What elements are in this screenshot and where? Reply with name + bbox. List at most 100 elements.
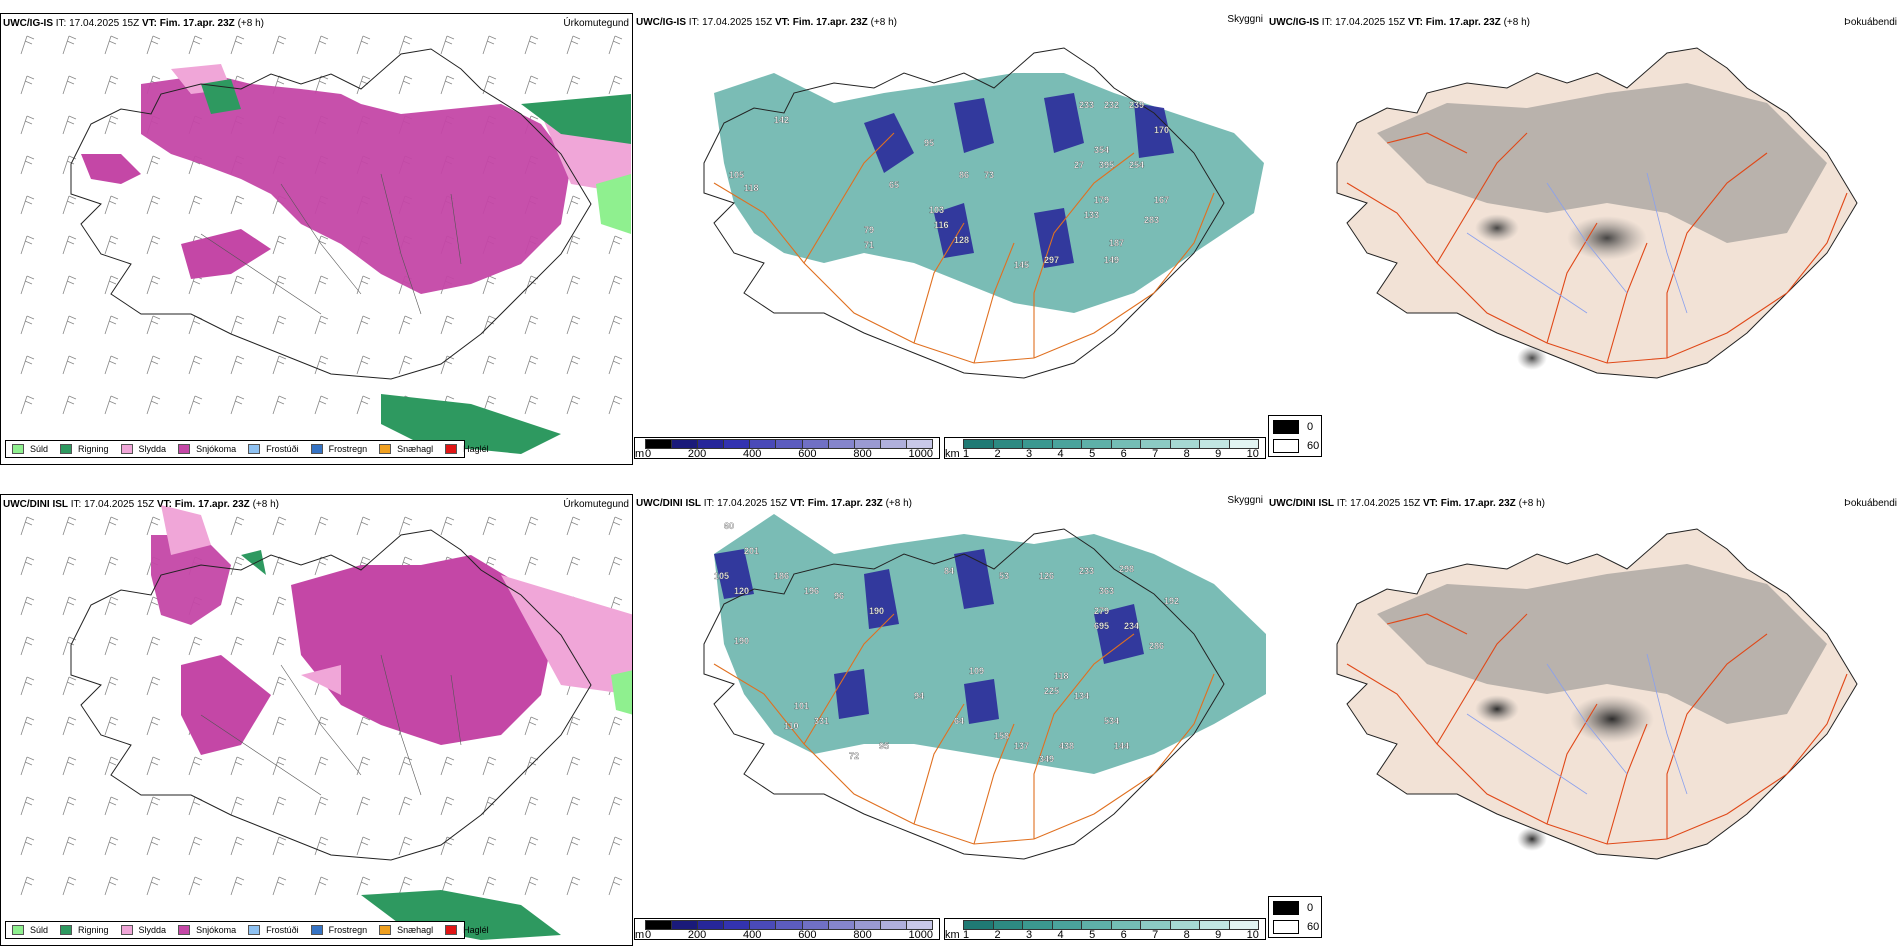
ceiling-label: 234 — [1124, 621, 1139, 631]
it-label: IT: — [688, 17, 700, 28]
wind-barb — [146, 235, 161, 255]
legend-item: Snjókoma — [178, 444, 236, 454]
wind-barb — [314, 876, 329, 896]
legend-item: Haglél — [445, 444, 489, 454]
wind-barb — [104, 195, 119, 215]
wind-barb — [482, 355, 497, 375]
colorbar-cell — [724, 440, 751, 448]
wind-barb — [314, 355, 329, 375]
wind-barb — [20, 155, 35, 175]
wind-barb — [62, 235, 77, 255]
panel-title: Skyggni — [1227, 14, 1263, 25]
it-value: 17.04.2025 15Z — [1350, 498, 1421, 509]
fog-panel-top: UWC/IG-IS IT: 17.04.2025 15Z VT: Fim. 17… — [1267, 13, 1900, 465]
colorbar-tick: 200 — [687, 448, 707, 460]
ceiling-label: 187 — [1109, 238, 1124, 248]
legend-swatch — [379, 925, 392, 935]
lead-time: (+8 h) — [885, 498, 912, 509]
river-lines — [200, 173, 462, 315]
wind-barb — [188, 836, 203, 856]
colorbar-tick: 7 — [1152, 448, 1159, 460]
wind-barb — [608, 275, 623, 295]
colorbar-tick: 9 — [1215, 448, 1222, 460]
colorbar-tick: 800 — [853, 448, 872, 460]
ceiling-label: 201 — [744, 546, 759, 556]
ceiling-label: 116 — [934, 220, 949, 230]
wind-barb — [608, 876, 623, 896]
river-lines — [1466, 172, 1688, 314]
ceiling-label: 105 — [729, 170, 744, 180]
precip-drizzle-area — [611, 670, 632, 715]
colorbar-tick: 5 — [1089, 448, 1096, 460]
wind-barb — [230, 195, 245, 215]
legend-swatch — [248, 925, 261, 935]
legend-swatch — [120, 444, 133, 454]
colorbar-cell — [1229, 921, 1258, 929]
wind-barb — [524, 876, 539, 896]
wind-barb — [62, 596, 77, 616]
cloud-panel-bottom: 60 201 105 120 186 190 196 96 190 84 53 … — [634, 494, 1266, 946]
legend-item: Snæhagl — [379, 444, 433, 454]
precip-panel-bottom: UWC/DINI ISL IT: 17.04.2025 15Z VT: Fim.… — [0, 494, 633, 946]
wind-barb — [608, 235, 623, 255]
wind-barb — [20, 676, 35, 696]
ceiling-label: 95 — [924, 138, 934, 148]
colorbar-cell — [1141, 440, 1171, 448]
wind-barb — [482, 35, 497, 55]
precip-snow-area — [141, 74, 571, 294]
colorbar-tick: 200 — [687, 929, 707, 941]
colorbar-cells — [645, 920, 933, 930]
legend-swatch — [12, 444, 24, 454]
colorbar-cell — [1200, 440, 1230, 448]
colorbar-tick: 400 — [743, 448, 762, 460]
wind-barb — [20, 35, 35, 55]
colorbar-tick: 0 — [645, 448, 652, 460]
wind-barb — [566, 195, 581, 215]
wind-barb — [146, 315, 161, 335]
wind-barb — [398, 836, 413, 856]
colorbar-cell — [750, 440, 777, 448]
it-label: IT: — [1336, 498, 1348, 509]
precip-map-bottom — [20, 505, 632, 940]
wind-barb — [20, 315, 35, 335]
wind-barb — [356, 75, 371, 95]
ceiling-label: 105 — [714, 571, 729, 581]
wind-barb — [146, 676, 161, 696]
colorbar-meters: m 0 200 400 600 800 1000 — [634, 918, 940, 941]
colorbar-tick: 600 — [798, 448, 817, 460]
road-network — [1346, 613, 1848, 845]
wind-barb — [104, 315, 119, 335]
vt-label: VT: — [156, 499, 172, 510]
precip-rain-area — [201, 79, 631, 454]
colorbar-cell — [1141, 921, 1171, 929]
fog-shading — [1377, 83, 1827, 243]
fog-legend-value: 0 — [1307, 902, 1314, 914]
legend-swatch — [178, 444, 191, 454]
run-header: UWC/DINI ISL IT: 17.04.2025 15Z VT: Fim.… — [3, 499, 279, 511]
colorbar-cell — [698, 440, 725, 448]
wind-barb — [566, 716, 581, 736]
vt-value: Fim. 17.apr. 23Z — [1425, 17, 1501, 28]
colorbar-tick: 2 — [994, 929, 1001, 941]
colorbar-ticks: 1 2 3 4 5 6 7 8 9 10 — [963, 448, 1259, 460]
colorbar-cell — [1023, 921, 1053, 929]
wind-barb — [62, 75, 77, 95]
colorbar-tick: 4 — [1057, 448, 1064, 460]
ceiling-label: 101 — [794, 701, 809, 711]
ceiling-label: 438 — [1059, 741, 1074, 751]
colorbar-cell — [880, 440, 907, 448]
wind-barb — [104, 636, 119, 656]
precip-snow-area — [181, 655, 271, 755]
colorbar-tick: 0 — [645, 929, 652, 941]
wind-barb — [608, 756, 623, 776]
colorbar-cell — [1229, 440, 1258, 448]
wind-barb — [62, 676, 77, 696]
wind-barb — [146, 155, 161, 175]
ceiling-label: 695 — [1094, 621, 1109, 631]
precip-snow-area — [151, 535, 231, 625]
ceiling-labels: 60 201 105 120 186 190 196 96 190 84 53 … — [714, 521, 1179, 764]
wind-barb — [146, 195, 161, 215]
colorbar-cell — [1052, 921, 1082, 929]
colorbar-cell — [1111, 440, 1141, 448]
wind-barb — [440, 75, 455, 95]
